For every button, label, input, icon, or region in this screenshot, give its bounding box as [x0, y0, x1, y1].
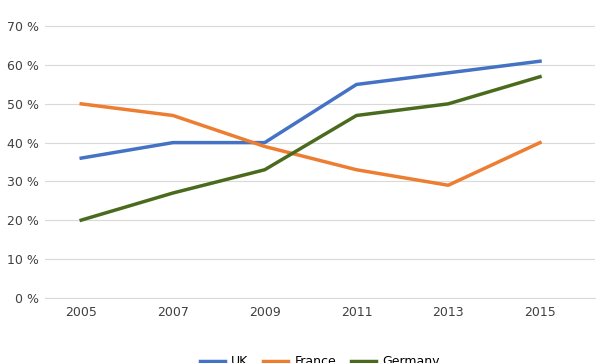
- France: [169, 113, 176, 118]
- Germany: [261, 168, 268, 172]
- UK: [445, 71, 452, 75]
- Germany: [445, 102, 452, 106]
- Line: UK: UK: [81, 61, 540, 158]
- Germany: [78, 218, 85, 222]
- France: [353, 168, 360, 172]
- France: [261, 144, 268, 149]
- Line: Germany: Germany: [81, 77, 540, 220]
- UK: [78, 156, 85, 160]
- Line: France: France: [81, 104, 540, 185]
- UK: [536, 59, 544, 64]
- Germany: [353, 113, 360, 118]
- Germany: [169, 191, 176, 195]
- France: [445, 183, 452, 187]
- Legend: UK, France, Germany: UK, France, Germany: [194, 350, 445, 363]
- Germany: [536, 74, 544, 79]
- France: [536, 140, 544, 145]
- France: [78, 102, 85, 106]
- UK: [169, 140, 176, 145]
- UK: [261, 140, 268, 145]
- UK: [353, 82, 360, 87]
